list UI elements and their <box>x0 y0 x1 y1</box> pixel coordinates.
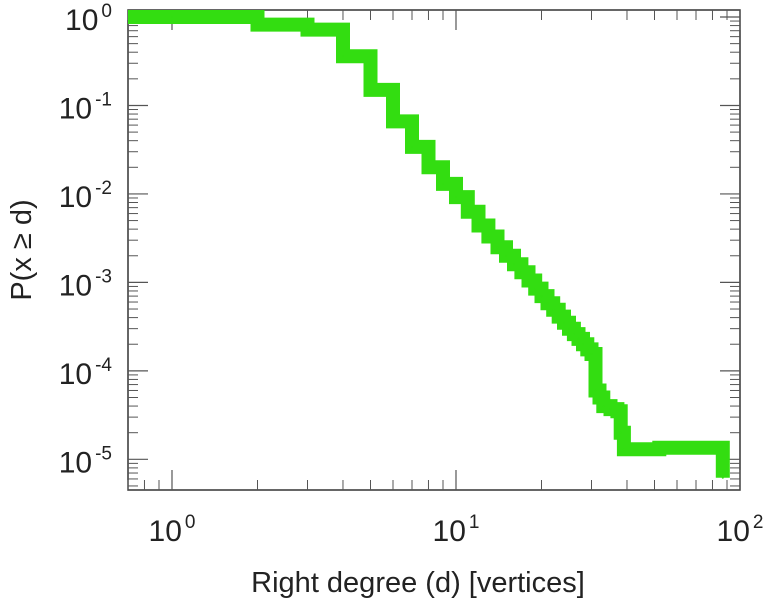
minor-ticks <box>127 10 740 490</box>
x-tick-label: 10 0 <box>149 512 196 548</box>
tick-label-base: 10 <box>149 515 182 548</box>
x-tick-label: 10 2 <box>717 512 764 548</box>
data-point <box>496 246 499 249</box>
x-tick-label: 10 1 <box>433 512 480 548</box>
y-tick-label: 10 -4 <box>59 355 113 391</box>
tick-label-exponent: 0 <box>185 512 196 533</box>
tick-label-exponent: 1 <box>469 512 480 533</box>
y-axis-label: P(x ≥ d) <box>6 199 38 300</box>
tick-label-exponent: 0 <box>101 1 112 22</box>
tick-label-base: 10 <box>59 358 92 391</box>
tick-label-exponent: -1 <box>95 89 112 110</box>
tick-label-base: 10 <box>433 515 466 548</box>
y-tick-label: 10 -3 <box>59 266 112 302</box>
plot-frame <box>127 9 741 491</box>
tick-label-base: 10 <box>65 4 98 37</box>
data-point <box>527 279 530 282</box>
data-point <box>487 235 490 238</box>
data-point <box>392 120 394 123</box>
data-point <box>598 396 601 399</box>
data-point <box>505 254 507 257</box>
data-point <box>513 263 515 266</box>
data-point <box>342 55 344 58</box>
data-point <box>563 321 565 324</box>
data-point <box>572 333 575 336</box>
data-point <box>306 28 309 31</box>
data-point <box>520 271 523 274</box>
tick-label-base: 10 <box>59 181 92 214</box>
data-point <box>590 353 593 355</box>
data-point <box>619 431 622 434</box>
data-point <box>721 476 724 479</box>
data-point <box>586 348 589 351</box>
series-line <box>128 10 730 478</box>
tick-label-base: 10 <box>717 515 750 548</box>
data-point <box>552 308 555 311</box>
data-point <box>477 224 480 227</box>
y-tick-label: 10 0 <box>65 1 112 37</box>
data-point <box>568 327 570 330</box>
data-point <box>546 302 549 305</box>
data-point <box>577 337 580 340</box>
data-point <box>534 287 537 290</box>
tick-label-exponent: 2 <box>753 512 764 533</box>
data-point <box>658 446 661 449</box>
tick-label-exponent: -4 <box>95 355 112 376</box>
data-point <box>256 23 259 26</box>
tick-label-exponent: -5 <box>95 443 112 464</box>
major-ticks <box>128 10 741 490</box>
tick-label-exponent: -2 <box>95 178 112 199</box>
data-point <box>411 145 413 148</box>
data-point <box>442 182 444 185</box>
tick-label-base: 10 <box>59 92 92 125</box>
y-tick-label: 10 -1 <box>59 89 112 125</box>
tick-label-exponent: -3 <box>95 266 112 287</box>
data-point <box>609 408 612 411</box>
tick-label-base: 10 <box>59 446 92 479</box>
x-axis-label: Right degree (d) [vertices] <box>251 567 585 599</box>
tick-labels: 10 0 10 1 10 210 010 -110 -210 -310 -410 -5 <box>59 1 764 548</box>
data-point <box>466 210 469 213</box>
data-point <box>369 88 372 91</box>
data-point <box>540 295 543 298</box>
data-point <box>455 196 457 199</box>
data-point <box>582 343 584 346</box>
y-tick-label: 10 -5 <box>59 443 112 479</box>
tick-label-base: 10 <box>59 269 92 302</box>
data-point <box>594 389 597 392</box>
data-point <box>602 405 605 408</box>
data-point <box>171 16 173 18</box>
data-point <box>557 315 560 318</box>
data-point <box>622 448 625 451</box>
y-tick-label: 10 -2 <box>59 178 112 214</box>
data-point <box>616 410 619 413</box>
data-layer <box>128 10 730 479</box>
data-point <box>427 166 430 169</box>
